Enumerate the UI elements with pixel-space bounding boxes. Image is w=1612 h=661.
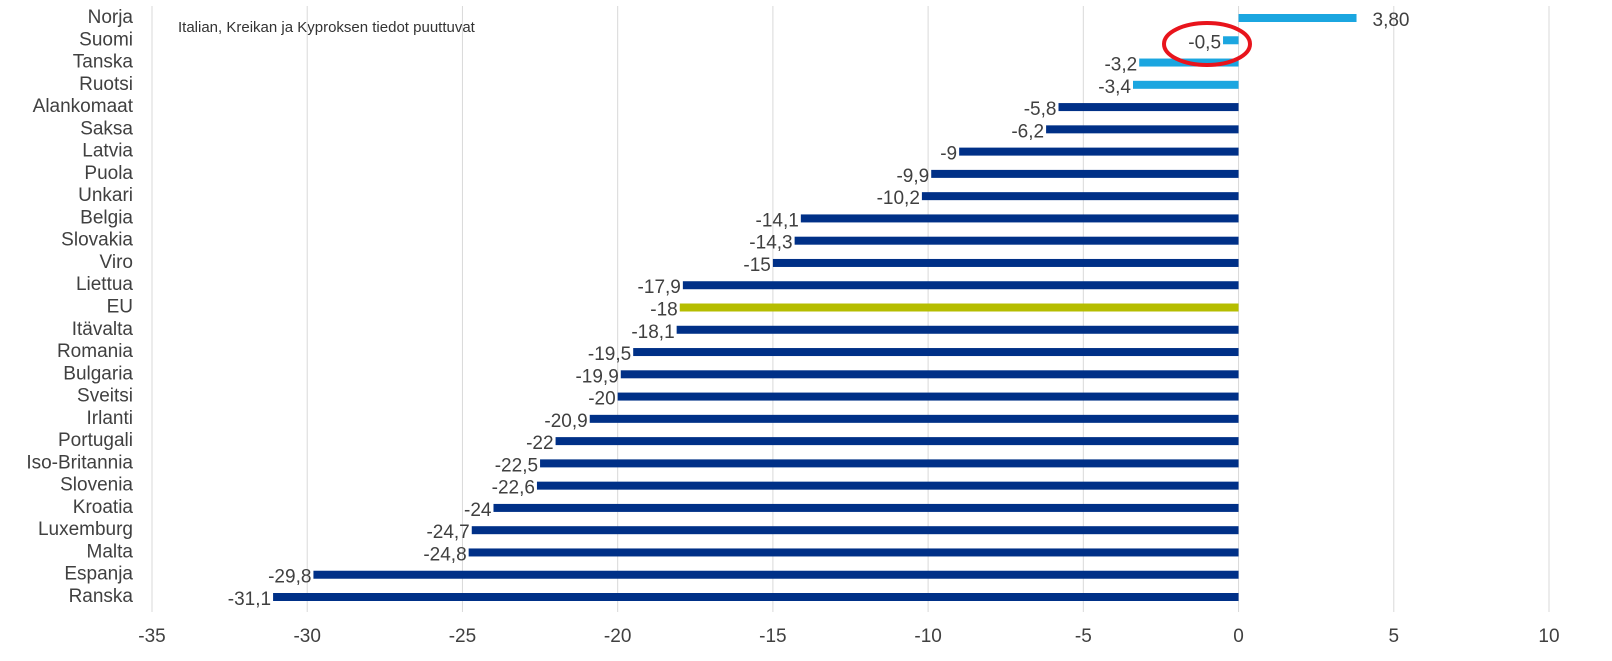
bar <box>676 325 1239 334</box>
value-label: -22,5 <box>495 455 538 476</box>
bar <box>493 503 1239 512</box>
bar <box>1223 36 1239 45</box>
value-label: -18 <box>650 300 677 321</box>
value-label: -0,5 <box>1188 32 1221 53</box>
highlight-circle <box>1162 21 1252 67</box>
bar <box>921 192 1239 201</box>
y-tick-label: Ruotsi <box>79 74 133 95</box>
bar <box>468 548 1239 557</box>
y-tick-label: Slovakia <box>61 230 133 251</box>
value-label: -10,2 <box>877 188 920 209</box>
bar <box>273 593 1239 601</box>
y-tick-label: Malta <box>87 541 134 562</box>
x-tick-label: -25 <box>449 626 476 647</box>
x-tick-label: -20 <box>604 626 631 647</box>
y-tick-label: Belgia <box>80 207 133 228</box>
y-tick-label: Espanja <box>64 564 133 585</box>
y-tick-label: Saksa <box>80 118 133 139</box>
x-tick-label: -35 <box>138 626 165 647</box>
y-tick-label: Tanska <box>73 52 134 73</box>
bar <box>772 258 1239 267</box>
value-label: -19,5 <box>588 344 631 365</box>
bar <box>313 570 1239 579</box>
value-label: -6,2 <box>1011 121 1044 142</box>
value-label: -15 <box>743 255 770 276</box>
y-tick-label: Norja <box>88 7 134 28</box>
value-label: -20 <box>588 389 615 410</box>
value-label: -20,9 <box>544 411 587 432</box>
bar <box>959 147 1239 156</box>
x-tick-label: -15 <box>759 626 786 647</box>
y-tick-label: Romania <box>57 341 133 362</box>
y-tick-label: Viro <box>100 252 133 273</box>
annotation: Italian, Kreikan ja Kyproksen tiedot puu… <box>178 19 476 36</box>
bar <box>617 392 1239 401</box>
x-tick-label: -10 <box>914 626 941 647</box>
value-label: -29,8 <box>268 567 311 588</box>
bar <box>540 459 1239 468</box>
value-label: -14,3 <box>749 233 792 254</box>
value-label: -5,8 <box>1024 99 1057 120</box>
value-label: -24,8 <box>423 544 466 565</box>
y-tick-label: Suomi <box>79 29 133 50</box>
x-tick-label: 0 <box>1233 626 1244 647</box>
y-tick-label: Luxemburg <box>38 519 133 540</box>
y-tick-label: Kroatia <box>73 497 134 518</box>
bar <box>620 370 1239 379</box>
y-tick-label: Bulgaria <box>63 363 133 384</box>
bar <box>679 303 1239 312</box>
value-label: -22,6 <box>492 478 535 499</box>
y-tick-label: Itävalta <box>72 319 134 340</box>
value-label: -9,9 <box>896 166 929 187</box>
y-tick-label: Iso-Britannia <box>26 452 133 473</box>
value-label: -24 <box>464 500 492 521</box>
bar <box>1046 125 1239 134</box>
y-tick-label: Ranska <box>69 586 134 607</box>
bar <box>555 437 1239 446</box>
value-label: -14,1 <box>756 210 799 231</box>
bar <box>1133 80 1239 89</box>
x-tick-label: 10 <box>1538 626 1559 647</box>
bar <box>794 236 1239 245</box>
value-label: 3,80 <box>1373 10 1410 31</box>
bar <box>1238 14 1357 22</box>
bar <box>471 526 1239 535</box>
value-label: -9 <box>940 144 957 165</box>
y-tick-label: Irlanti <box>87 408 133 429</box>
value-label: -17,9 <box>638 277 681 298</box>
y-tick-label: EU <box>107 297 133 318</box>
y-tick-label: Liettua <box>76 274 133 295</box>
y-tick-label: Slovenia <box>60 475 133 496</box>
x-tick-label: -30 <box>293 626 320 647</box>
y-tick-label: Unkari <box>78 185 133 206</box>
bar <box>800 214 1239 223</box>
y-tick-label: Puola <box>84 163 133 184</box>
x-tick-label: 5 <box>1388 626 1399 647</box>
y-tick-label: Latvia <box>82 141 133 162</box>
y-tick-label: Alankomaat <box>33 96 134 117</box>
y-tick-label: Sveitsi <box>77 386 133 407</box>
value-label: -18,1 <box>631 322 674 343</box>
bar <box>536 481 1239 490</box>
value-label: -24,7 <box>426 522 469 543</box>
bar <box>589 414 1239 423</box>
bar <box>682 281 1239 290</box>
bar <box>633 348 1239 357</box>
value-label: -3,2 <box>1104 55 1137 76</box>
x-tick-label: -5 <box>1075 626 1092 647</box>
y-tick-label: Portugali <box>58 430 133 451</box>
value-label: -22 <box>526 433 553 454</box>
value-label: -3,4 <box>1098 77 1131 98</box>
bar <box>1058 103 1239 112</box>
value-label: -31,1 <box>228 589 271 610</box>
value-label: -19,9 <box>575 366 618 387</box>
bar <box>931 169 1239 178</box>
